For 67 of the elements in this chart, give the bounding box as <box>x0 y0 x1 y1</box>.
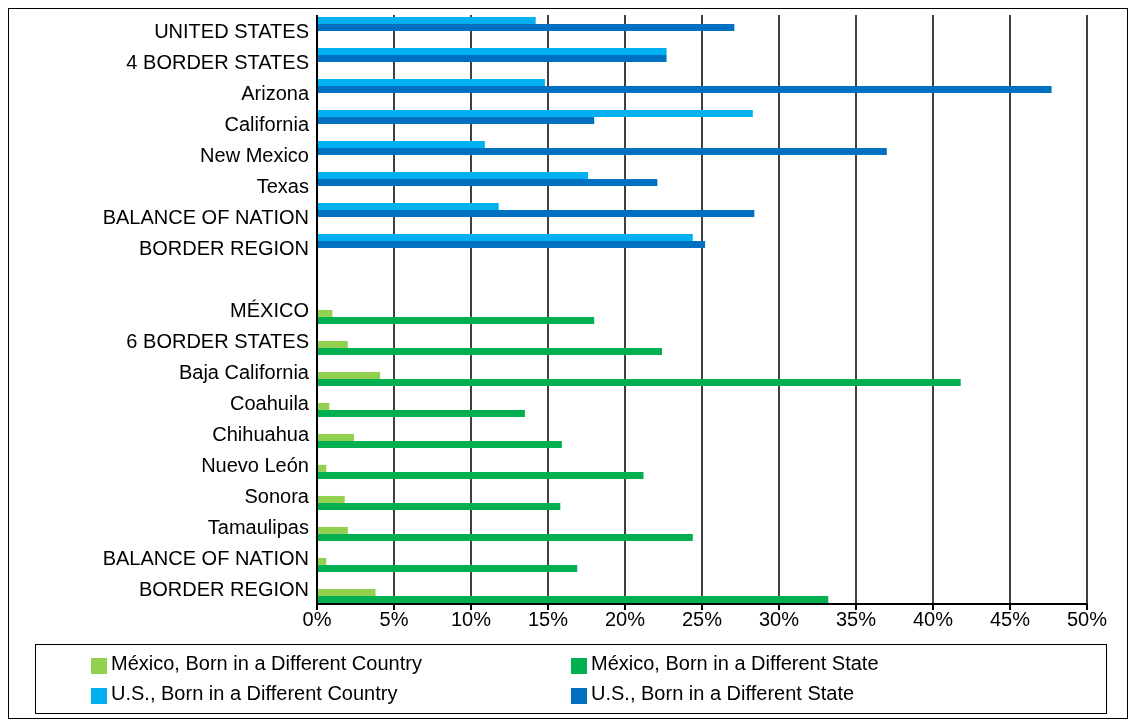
x-tick-label: 40% <box>912 608 954 631</box>
y-tick-label: Sonora <box>244 484 310 507</box>
bar <box>317 595 829 603</box>
bar <box>317 48 667 55</box>
bar <box>317 172 589 179</box>
y-tick-label: BORDER REGION <box>138 577 309 600</box>
bar <box>317 23 735 31</box>
y-tick-label: California <box>224 112 310 135</box>
x-tick-label: 5% <box>379 608 409 631</box>
bar <box>317 526 348 534</box>
x-tick-label: 10% <box>450 608 492 631</box>
bar <box>317 85 1052 93</box>
y-tick-label: 4 BORDER STATES <box>126 50 309 73</box>
bar <box>317 203 499 210</box>
x-tick-label: 35% <box>835 608 877 631</box>
bar <box>317 588 376 596</box>
bar <box>317 178 658 186</box>
y-tick-label: BALANCE OF NATION <box>102 205 309 228</box>
bar <box>317 209 755 217</box>
bar <box>317 309 333 317</box>
bar <box>317 141 485 148</box>
bar <box>317 440 562 448</box>
y-tick-label: Texas <box>256 174 309 197</box>
x-tick-label: 50% <box>1066 608 1108 631</box>
x-tick-label: 0% <box>302 608 332 631</box>
legend-label: México, Born in a Different Country <box>111 651 423 676</box>
y-tick-label: MÉXICO <box>230 298 309 321</box>
bar <box>317 110 753 117</box>
y-tick-label: 6 BORDER STATES <box>126 329 309 352</box>
bar <box>317 54 667 62</box>
bar <box>317 533 693 541</box>
bar <box>317 371 381 379</box>
bar <box>317 340 348 348</box>
y-tick-label: BORDER REGION <box>138 236 309 259</box>
bar <box>317 471 644 479</box>
y-tick-label: Coahuila <box>230 391 310 414</box>
bar <box>317 402 330 410</box>
bar <box>317 79 545 86</box>
y-tick-label: Arizona <box>241 81 310 104</box>
bar <box>317 234 693 241</box>
bar <box>317 378 961 386</box>
legend-label: U.S., Born in a Different State <box>591 681 856 706</box>
legend-label: México, Born in a Different State <box>591 651 880 676</box>
x-tick-label: 30% <box>758 608 800 631</box>
y-tick-label: New Mexico <box>200 143 309 166</box>
bar <box>317 116 595 124</box>
bar <box>317 17 536 24</box>
bar <box>317 347 662 355</box>
y-tick-label: Tamaulipas <box>207 515 309 538</box>
bar <box>317 409 525 417</box>
bar <box>317 433 354 441</box>
bar <box>317 564 578 572</box>
bar <box>317 240 706 248</box>
y-tick-label: Chihuahua <box>212 422 310 445</box>
y-tick-label: BALANCE OF NATION <box>102 546 309 569</box>
y-tick-label: UNITED STATES <box>154 19 309 42</box>
legend-label: U.S., Born in a Different Country <box>111 681 399 706</box>
x-tick-label: 15% <box>527 608 569 631</box>
y-tick-label: Baja California <box>178 360 310 383</box>
x-tick-label: 45% <box>989 608 1031 631</box>
y-tick-label: Nuevo León <box>201 453 309 476</box>
bar <box>317 147 887 155</box>
x-tick-label: 20% <box>604 608 646 631</box>
bar <box>317 495 345 503</box>
x-tick-label: 25% <box>681 608 723 631</box>
bar <box>317 502 561 510</box>
bar <box>317 316 595 324</box>
